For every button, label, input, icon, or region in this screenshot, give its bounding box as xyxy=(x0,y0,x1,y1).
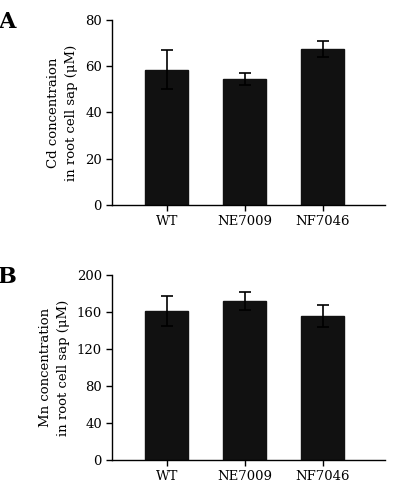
Bar xyxy=(301,49,344,205)
Bar xyxy=(146,311,188,460)
Text: A: A xyxy=(0,11,15,33)
Bar xyxy=(146,70,188,205)
Y-axis label: Mn concentration
in root cell sap (μM): Mn concentration in root cell sap (μM) xyxy=(38,300,70,436)
Bar xyxy=(301,316,344,460)
Y-axis label: Cd concentraion
in root cell sap (μM): Cd concentraion in root cell sap (μM) xyxy=(47,44,78,180)
Bar xyxy=(223,301,266,460)
Bar xyxy=(223,79,266,205)
Text: B: B xyxy=(0,266,16,288)
